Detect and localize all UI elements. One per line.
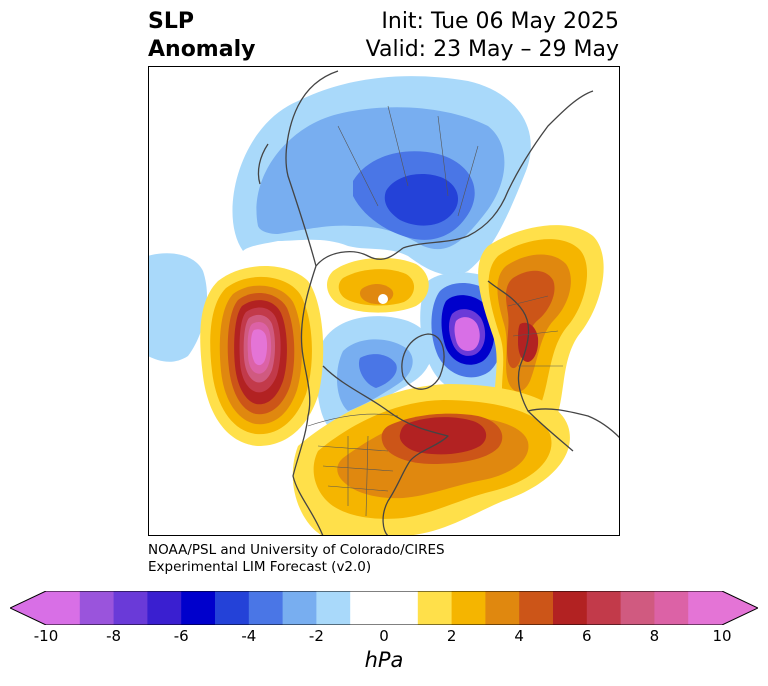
pos-anomaly-atlantic-5 bbox=[399, 417, 487, 455]
border-us-states-1 bbox=[317, 435, 394, 517]
map-frame bbox=[148, 66, 620, 536]
colorbar-tick-label: 4 bbox=[514, 627, 524, 645]
coastline-mediterranean bbox=[527, 408, 620, 439]
neg-anomaly-arctic-3 bbox=[358, 354, 397, 388]
colorbar bbox=[10, 591, 758, 625]
colorbar-swatch bbox=[485, 591, 520, 625]
coastline-asia-east bbox=[285, 70, 339, 267]
coastline-north-america-east bbox=[322, 365, 449, 536]
colorbar-swatch bbox=[417, 591, 453, 625]
credit-line-2: Experimental LIM Forecast (v2.0) bbox=[148, 559, 372, 575]
neg-anomaly-west-edge bbox=[148, 253, 208, 362]
credit-line-1: NOAA/PSL and University of Colorado/CIRE… bbox=[148, 542, 445, 558]
pos-anomaly-siberia-dot bbox=[378, 294, 388, 304]
valid-range: Valid: 23 May – 29 May bbox=[365, 37, 619, 62]
colorbar-swatch bbox=[316, 591, 351, 625]
colorbar-tick-label: -8 bbox=[106, 627, 122, 645]
colorbar-swatch bbox=[688, 591, 723, 625]
colorbar-swatch bbox=[350, 591, 385, 625]
colorbar-swatch bbox=[79, 591, 115, 625]
pos-anomaly-pacific-9 bbox=[251, 329, 268, 366]
colorbar-extend-low bbox=[10, 591, 46, 625]
slp-anomaly-map bbox=[148, 66, 620, 536]
colorbar-swatch bbox=[248, 591, 284, 625]
colorbar-swatch bbox=[384, 591, 419, 625]
colorbar-swatch bbox=[519, 591, 554, 625]
colorbar-tick-label: -4 bbox=[241, 627, 257, 645]
colorbar-swatch bbox=[553, 591, 588, 625]
colorbar-tick-label: 2 bbox=[446, 627, 457, 645]
title-variable-line2: Anomaly bbox=[148, 37, 256, 62]
coastline-eurasia-north bbox=[402, 90, 594, 249]
border-russia-1 bbox=[337, 105, 479, 217]
colorbar-tick-label: 10 bbox=[712, 627, 732, 645]
coastline-north-america-west bbox=[292, 265, 324, 536]
colorbar-tick-label: -10 bbox=[33, 627, 59, 645]
neg-anomaly-europe-5 bbox=[454, 317, 480, 351]
border-europe-1 bbox=[507, 295, 563, 367]
coastline-greenland bbox=[401, 333, 445, 390]
init-date: Init: Tue 06 May 2025 bbox=[381, 9, 619, 34]
colorbar-swatch bbox=[620, 591, 655, 625]
coastline-japan bbox=[257, 143, 269, 185]
colorbar-swatch bbox=[147, 591, 182, 625]
border-us-canada bbox=[307, 413, 399, 427]
map-title: SLP Anomaly bbox=[148, 8, 255, 64]
colorbar-swatch bbox=[181, 591, 216, 625]
colorbar-swatch bbox=[113, 591, 148, 625]
colorbar-swatch bbox=[654, 591, 689, 625]
colorbar-swatch bbox=[282, 591, 317, 625]
colorbar-swatch bbox=[215, 591, 250, 625]
borders bbox=[307, 105, 563, 517]
credit-text: NOAA/PSL and University of Colorado/CIRE… bbox=[148, 542, 445, 576]
colorbar-tick-label: -2 bbox=[308, 627, 324, 645]
colorbar-swatch bbox=[586, 591, 622, 625]
colorbar-tick-label: 6 bbox=[582, 627, 592, 645]
title-variable-line1: SLP bbox=[148, 9, 194, 34]
map-dates: Init: Tue 06 May 2025 Valid: 23 May – 29… bbox=[366, 8, 619, 64]
colorbar-unit-label: hPa bbox=[364, 648, 404, 672]
pos-anomaly-east-5 bbox=[518, 322, 539, 362]
coastline-alaska bbox=[315, 247, 404, 267]
colorbar-tick-label: 0 bbox=[379, 627, 389, 645]
colorbar-tick-label: -6 bbox=[173, 627, 189, 645]
neg-anomaly-eurasia-4 bbox=[384, 174, 459, 226]
colorbar-swatch bbox=[46, 591, 81, 625]
colorbar-extend-high bbox=[722, 591, 758, 625]
colorbar-swatch bbox=[451, 591, 486, 625]
colorbar-tick-label: 8 bbox=[649, 627, 660, 645]
